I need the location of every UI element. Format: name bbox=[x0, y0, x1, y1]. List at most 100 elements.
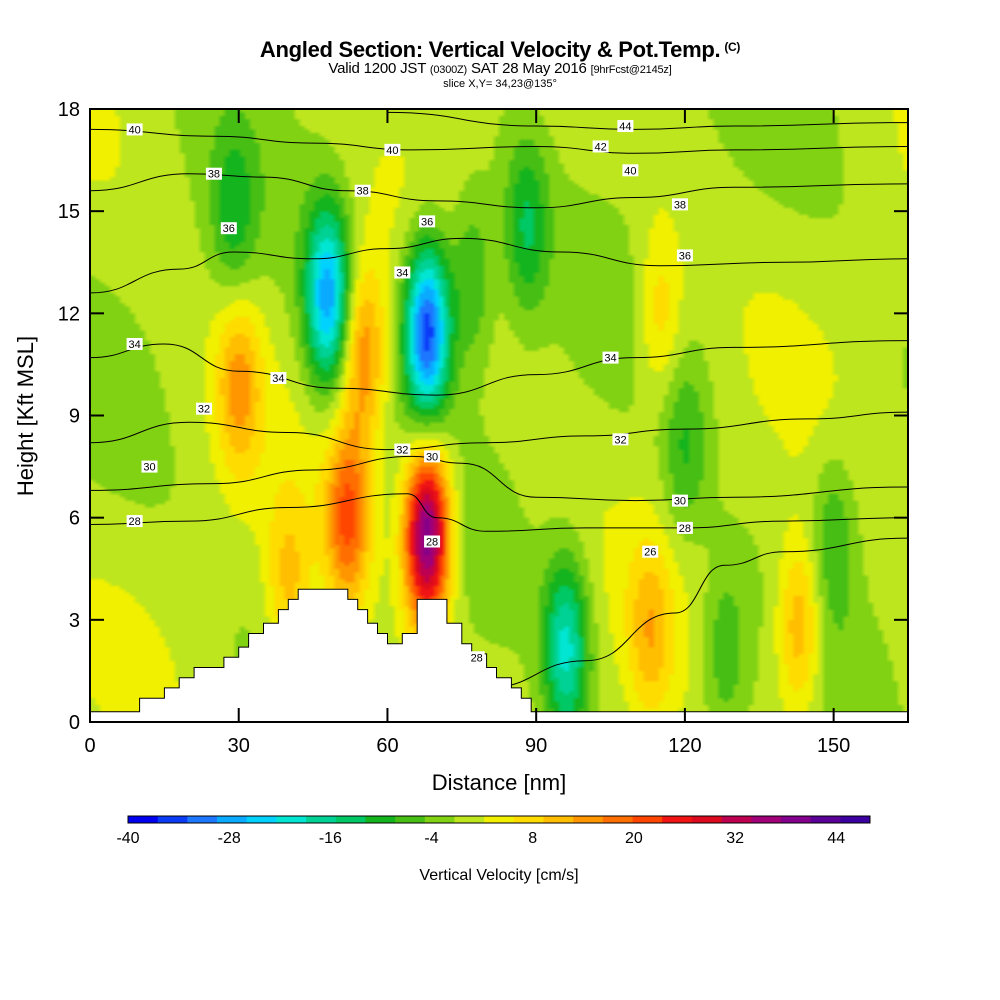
y-tick-label: 18 bbox=[58, 99, 80, 121]
colorbar-swatch bbox=[395, 816, 426, 823]
isentrope-34 bbox=[90, 340, 908, 396]
svg-text:26: 26 bbox=[644, 547, 656, 559]
colorbar-swatch bbox=[602, 816, 634, 823]
colorbar-label: Vertical Velocity [cm/s] bbox=[419, 867, 578, 884]
contour-label: 30 bbox=[671, 494, 688, 508]
svg-text:40: 40 bbox=[386, 145, 398, 157]
colorbar-tick-label: 32 bbox=[726, 830, 744, 847]
svg-text:34: 34 bbox=[128, 339, 140, 351]
colorbar-swatch bbox=[513, 816, 544, 823]
contour-label: 42 bbox=[592, 140, 609, 153]
contour-label: 32 bbox=[394, 443, 411, 457]
svg-text:32: 32 bbox=[198, 404, 210, 416]
x-tick-label: 60 bbox=[376, 735, 398, 757]
colorbar-tick-label: -40 bbox=[116, 830, 139, 847]
colorbar-swatch bbox=[484, 816, 515, 823]
y-tick-label: 15 bbox=[58, 201, 80, 223]
contour-label: 32 bbox=[612, 433, 629, 446]
contour-label: 28 bbox=[126, 515, 143, 528]
isentrope-30 bbox=[90, 455, 908, 502]
svg-text:42: 42 bbox=[595, 141, 607, 153]
svg-text:28: 28 bbox=[426, 537, 438, 549]
colorbar-frame bbox=[127, 815, 871, 824]
contour-label: 28 bbox=[468, 651, 485, 664]
isentrope-40 bbox=[90, 128, 908, 154]
contour-label: 38 bbox=[354, 184, 371, 198]
contour-label: 28 bbox=[424, 535, 441, 549]
svg-text:40: 40 bbox=[624, 165, 636, 177]
isentrope-36 bbox=[90, 237, 908, 294]
isentrope-28 bbox=[90, 493, 908, 532]
x-tick-label: 30 bbox=[228, 735, 250, 757]
contour-label: 28 bbox=[676, 521, 693, 535]
contour-label: 34 bbox=[126, 337, 143, 351]
isentrope-32 bbox=[90, 411, 908, 451]
colorbar-swatch bbox=[365, 816, 396, 823]
svg-text:40: 40 bbox=[128, 124, 140, 136]
svg-text:28: 28 bbox=[679, 523, 691, 535]
colorbar-swatch bbox=[810, 816, 841, 823]
colorbar-swatch bbox=[662, 816, 693, 823]
contour-label: 38 bbox=[205, 167, 222, 181]
svg-text:44: 44 bbox=[619, 121, 631, 133]
x-tick-label: 150 bbox=[817, 735, 850, 757]
contour-label: 26 bbox=[642, 545, 659, 559]
isentrope-26 bbox=[486, 537, 908, 689]
svg-text:32: 32 bbox=[396, 445, 408, 457]
svg-text:30: 30 bbox=[674, 496, 686, 508]
contour-label: 36 bbox=[419, 215, 436, 228]
y-tick-label: 9 bbox=[69, 406, 80, 428]
svg-text:34: 34 bbox=[272, 373, 284, 385]
forecast-info: [9hrFcst@2145z] bbox=[590, 64, 672, 76]
contour-label: 34 bbox=[394, 266, 411, 279]
colorbar-swatch bbox=[424, 816, 455, 823]
colorbar-swatch bbox=[751, 816, 782, 823]
contour-labels: 40 40 44 42 40 38 38 38 36 36 36 34 34 34 34 32 32 32 30 30… bbox=[126, 120, 693, 664]
x-tick-label: 0 bbox=[84, 735, 95, 757]
contour-label: 34 bbox=[602, 351, 619, 365]
x-axis-label: Distance [nm] bbox=[432, 770, 567, 795]
svg-text:36: 36 bbox=[679, 250, 691, 262]
colorbar-tick-label: 20 bbox=[625, 830, 643, 847]
contour-label: 36 bbox=[676, 249, 693, 262]
colorbar-swatch bbox=[781, 816, 812, 823]
colorbar-tick-label: -16 bbox=[319, 830, 342, 847]
colorbar: -40 -28 -16 -4 8 20 32 44 bbox=[116, 815, 871, 847]
svg-text:38: 38 bbox=[357, 186, 369, 198]
svg-text:32: 32 bbox=[614, 434, 626, 446]
colorbar-swatch bbox=[840, 816, 871, 823]
colorbar-swatch bbox=[276, 816, 307, 823]
colorbar-swatch bbox=[246, 816, 277, 823]
isentrope-42 bbox=[387, 111, 908, 130]
colorbar-swatch bbox=[691, 816, 723, 823]
contour-label: 40 bbox=[384, 143, 401, 157]
y-tick-label: 3 bbox=[69, 610, 80, 632]
valid-date: SAT 28 May 2016 bbox=[471, 60, 587, 77]
svg-text:30: 30 bbox=[426, 451, 438, 463]
colorbar-swatch bbox=[632, 816, 663, 823]
contour-label: 30 bbox=[424, 450, 441, 463]
colorbar-tick-label: -4 bbox=[424, 830, 438, 847]
slice-info: slice X,Y= 34,23@135° bbox=[443, 78, 557, 90]
svg-text:38: 38 bbox=[208, 169, 220, 181]
svg-text:38: 38 bbox=[674, 199, 686, 211]
title-text: Angled Section: Vertical Velocity & Pot.… bbox=[259, 37, 721, 62]
contour-label: 44 bbox=[617, 120, 634, 133]
colorbar-swatch bbox=[187, 816, 218, 823]
svg-text:36: 36 bbox=[223, 223, 235, 235]
contour-label: 30 bbox=[141, 460, 158, 474]
y-tick-label: 6 bbox=[69, 508, 80, 530]
colorbar-swatch bbox=[454, 816, 485, 823]
valid-prefix: Valid 1200 JST bbox=[328, 60, 426, 77]
colorbar-tick-label: 8 bbox=[528, 830, 537, 847]
colorbar-swatch bbox=[721, 816, 752, 823]
chart-subtitle: Valid 1200 JST (0300Z) SAT 28 May 2016 [… bbox=[0, 60, 1000, 77]
y-tick-label: 0 bbox=[69, 712, 80, 734]
title-mark: (C) bbox=[724, 40, 741, 54]
contour-label: 34 bbox=[270, 372, 287, 385]
svg-text:34: 34 bbox=[604, 353, 616, 365]
colorbar-swatch bbox=[128, 816, 159, 823]
colorbar-swatch bbox=[217, 816, 248, 823]
